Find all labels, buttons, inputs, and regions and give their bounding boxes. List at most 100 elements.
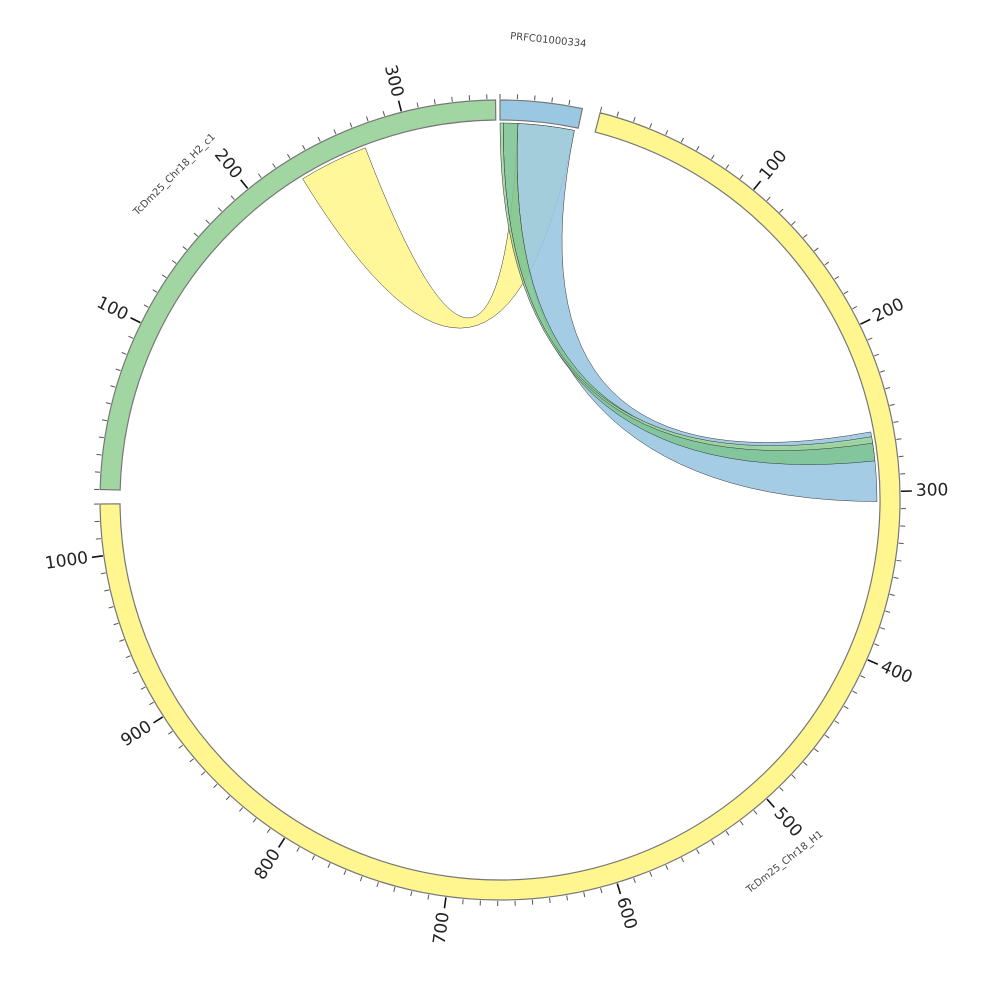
tick-label: 600 (612, 895, 641, 932)
major-tick (130, 317, 141, 324)
tick-label: 700 (430, 911, 454, 946)
minor-tick (115, 368, 121, 372)
minor-tick (696, 849, 700, 855)
minor-tick (327, 862, 331, 868)
minor-tick (680, 857, 685, 863)
minor-tick (189, 758, 194, 763)
minor-tick (349, 122, 353, 128)
minor-tick (376, 881, 379, 888)
minor-tick (898, 455, 904, 458)
minor-tick (753, 810, 758, 815)
tick-label: 100 (93, 293, 131, 325)
minor-tick (893, 576, 899, 579)
minor-tick (333, 129, 337, 135)
minor-tick (128, 335, 134, 339)
minor-tick (566, 895, 569, 901)
minor-tick (889, 593, 895, 596)
minor-tick (885, 610, 891, 613)
minor-tick (416, 102, 419, 108)
minor-tick (296, 846, 300, 852)
minor-tick (791, 221, 796, 226)
minor-tick (125, 655, 131, 659)
minor-tick (152, 289, 158, 293)
minor-tick (433, 99, 436, 105)
minor-tick (551, 97, 553, 103)
minor-tick (885, 386, 891, 390)
tick-label: 200 (210, 145, 246, 183)
minor-tick (779, 787, 784, 792)
link-ribbon (499, 122, 873, 451)
minor-tick (779, 208, 784, 213)
minor-tick (98, 436, 104, 439)
minor-tick (132, 671, 138, 675)
minor-tick (852, 305, 858, 310)
segment-arc (99, 112, 901, 901)
minor-tick (101, 419, 108, 422)
minor-tick (140, 686, 146, 690)
minor-tick (302, 145, 306, 150)
major-tick (91, 555, 104, 559)
minor-tick (889, 403, 895, 407)
minor-tick (104, 589, 110, 592)
minor-tick (791, 774, 796, 779)
segment-arc (99, 99, 497, 491)
minor-tick (824, 261, 830, 266)
minor-tick (896, 559, 902, 562)
minor-tick (834, 720, 840, 724)
minor-tick (382, 111, 386, 117)
minor-tick (549, 897, 551, 903)
minor-tick (874, 353, 880, 357)
minor-tick (230, 195, 235, 200)
tick-label: 300 (916, 480, 949, 501)
minor-tick (898, 542, 904, 545)
minor-tick (105, 402, 111, 405)
minor-tick (252, 818, 257, 823)
tick-label: 100 (755, 146, 791, 184)
minor-tick (843, 705, 849, 710)
links-layer (302, 122, 878, 502)
minor-tick (711, 154, 715, 160)
major-tick (860, 318, 871, 325)
minor-tick (867, 337, 873, 341)
minor-tick (879, 370, 886, 373)
minor-tick (366, 116, 369, 122)
minor-tick (239, 807, 244, 812)
minor-tick (599, 106, 603, 112)
minor-tick (896, 438, 902, 441)
minor-tick (427, 894, 430, 900)
minor-tick (193, 232, 199, 237)
tick-label: 200 (870, 294, 908, 326)
minor-tick (343, 870, 347, 876)
minor-tick (217, 207, 223, 212)
minor-tick (100, 572, 106, 575)
minor-tick (616, 111, 620, 117)
minor-tick (182, 246, 188, 251)
minor-tick (213, 783, 218, 789)
minor-tick (266, 828, 271, 833)
segment-arc (499, 99, 584, 129)
tick-label: 800 (251, 845, 285, 883)
tick-label: 400 (878, 657, 916, 688)
minor-tick (814, 247, 819, 252)
minor-tick (893, 420, 899, 423)
minor-tick (814, 748, 819, 753)
minor-tick (110, 385, 116, 388)
minor-tick (834, 275, 840, 280)
minor-tick (317, 136, 321, 142)
minor-tick (649, 123, 653, 129)
major-tick (753, 180, 762, 190)
minor-tick (359, 876, 363, 882)
minor-tick (725, 164, 730, 170)
minor-tick (802, 234, 808, 239)
minor-tick (739, 174, 744, 180)
minor-tick (96, 453, 102, 456)
ticks-layer: 100 200 300 400 500 600 700 800 900 1000 100 200 300 (44, 63, 949, 946)
minor-tick (649, 871, 653, 877)
minor-tick (766, 196, 771, 202)
major-tick (443, 897, 447, 909)
minor-tick (149, 701, 154, 706)
minor-tick (171, 260, 177, 264)
minor-tick (143, 304, 149, 308)
minor-tick (633, 117, 636, 123)
